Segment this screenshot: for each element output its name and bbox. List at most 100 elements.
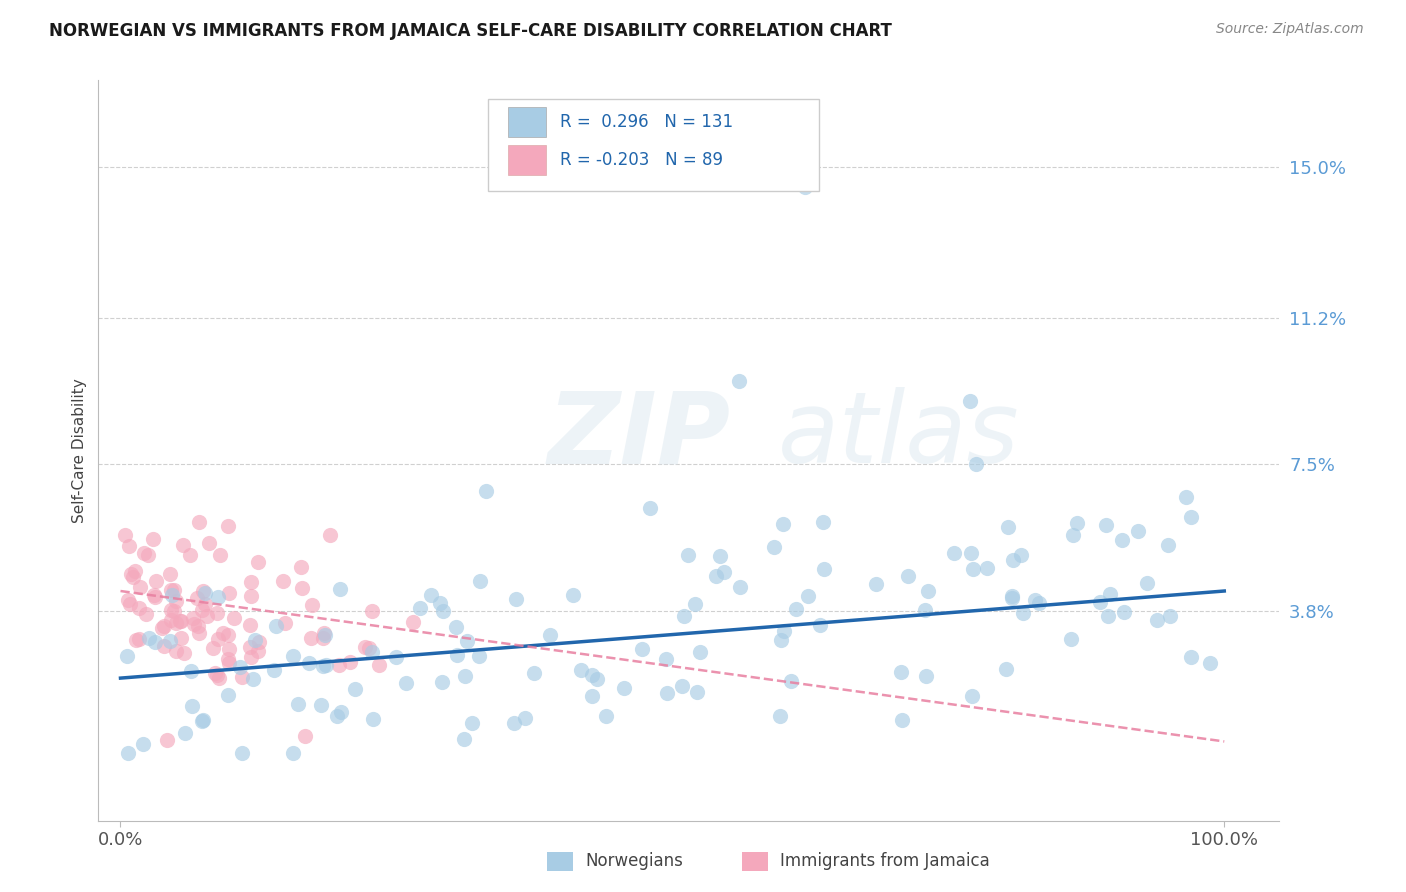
- Point: [118, 597, 141, 611]
- Point: [201, 640, 224, 655]
- Point: [301, 599, 323, 613]
- Point: [143, 590, 166, 604]
- Point: [409, 601, 432, 615]
- Point: [357, 640, 380, 655]
- Point: [1114, 606, 1136, 620]
- Point: [217, 688, 239, 702]
- Point: [361, 604, 384, 618]
- Text: R = -0.203   N = 89: R = -0.203 N = 89: [560, 151, 723, 169]
- Point: [240, 589, 263, 603]
- Point: [124, 565, 146, 579]
- Point: [193, 583, 215, 598]
- Point: [312, 626, 335, 640]
- Point: [312, 631, 335, 645]
- Point: [328, 657, 350, 672]
- Point: [793, 180, 815, 194]
- Point: [446, 648, 468, 662]
- Point: [191, 713, 214, 727]
- Point: [217, 627, 239, 641]
- Point: [456, 634, 478, 648]
- Point: [163, 603, 186, 617]
- Point: [965, 457, 987, 471]
- Bar: [508, 107, 546, 136]
- Point: [217, 519, 239, 533]
- Point: [245, 632, 267, 647]
- Point: [218, 586, 240, 600]
- Point: [468, 574, 491, 589]
- Point: [1088, 595, 1111, 609]
- Point: [581, 689, 603, 703]
- Point: [1062, 528, 1084, 542]
- Point: [195, 609, 218, 624]
- Point: [191, 714, 214, 729]
- Point: [1111, 533, 1133, 548]
- Point: [460, 715, 482, 730]
- Point: [118, 539, 141, 553]
- Point: [1059, 632, 1081, 646]
- Point: [727, 374, 749, 388]
- Point: [163, 583, 186, 598]
- FancyBboxPatch shape: [488, 99, 818, 191]
- Point: [429, 596, 451, 610]
- Point: [264, 619, 287, 633]
- Point: [523, 665, 546, 680]
- Point: [197, 536, 219, 550]
- Point: [329, 706, 352, 720]
- Point: [897, 569, 920, 583]
- Point: [159, 603, 181, 617]
- Point: [586, 672, 609, 686]
- Point: [686, 684, 709, 698]
- Point: [183, 616, 205, 631]
- Point: [505, 591, 527, 606]
- Point: [538, 628, 561, 642]
- Point: [205, 668, 228, 682]
- Point: [1001, 553, 1024, 567]
- Point: [180, 664, 202, 678]
- Point: [354, 640, 377, 654]
- Text: ZIP: ZIP: [547, 387, 730, 484]
- Point: [207, 606, 229, 620]
- Point: [299, 632, 322, 646]
- Point: [312, 658, 335, 673]
- Point: [785, 601, 807, 615]
- Point: [115, 649, 138, 664]
- Point: [430, 674, 453, 689]
- Point: [1010, 548, 1032, 562]
- Point: [228, 660, 250, 674]
- Point: [315, 658, 337, 673]
- Point: [181, 698, 204, 713]
- Point: [218, 641, 240, 656]
- Point: [676, 548, 699, 562]
- Point: [165, 643, 187, 657]
- Point: [314, 628, 336, 642]
- Point: [188, 515, 211, 529]
- Point: [263, 664, 285, 678]
- Point: [808, 618, 831, 632]
- Point: [152, 639, 174, 653]
- Point: [503, 716, 526, 731]
- Point: [188, 625, 211, 640]
- Point: [239, 640, 262, 655]
- Point: [432, 604, 454, 618]
- Point: [172, 538, 194, 552]
- Point: [142, 532, 165, 546]
- Point: [797, 589, 820, 603]
- Point: [1097, 609, 1119, 624]
- Point: [1198, 657, 1220, 671]
- Point: [1024, 592, 1046, 607]
- Bar: [547, 852, 574, 871]
- Point: [160, 583, 183, 598]
- Point: [1175, 490, 1198, 504]
- Point: [813, 561, 835, 575]
- Point: [290, 560, 312, 574]
- Point: [329, 582, 352, 597]
- Text: R =  0.296   N = 131: R = 0.296 N = 131: [560, 112, 734, 131]
- Point: [217, 652, 239, 666]
- Point: [155, 732, 177, 747]
- Point: [640, 500, 662, 515]
- Point: [914, 603, 936, 617]
- Point: [287, 697, 309, 711]
- Point: [207, 632, 229, 647]
- Point: [143, 635, 166, 649]
- Point: [769, 708, 792, 723]
